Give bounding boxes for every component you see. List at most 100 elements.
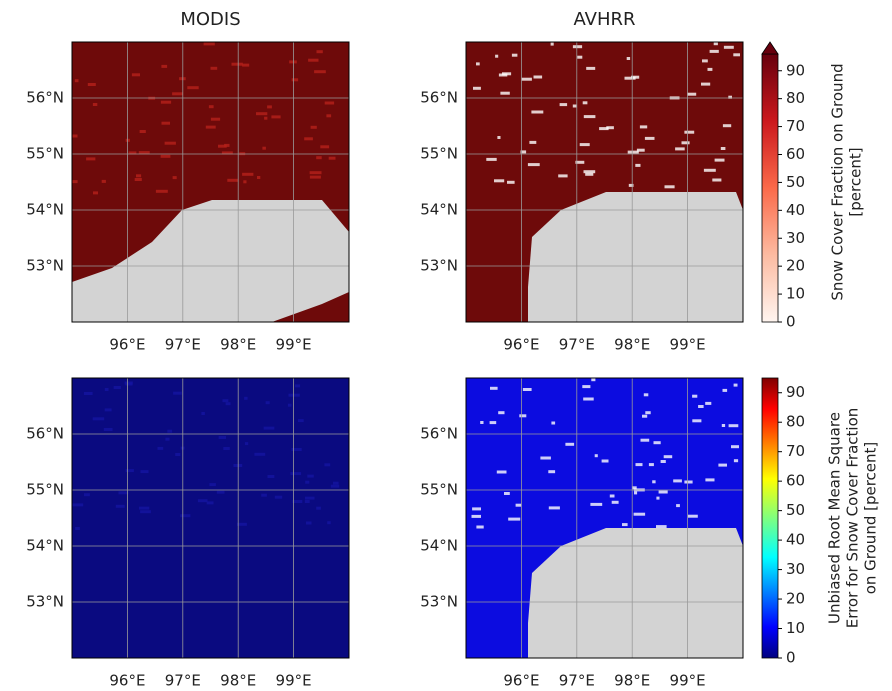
speckle: [205, 125, 216, 129]
speckle: [684, 130, 695, 134]
map-panel: 56°N 55°N 54°N 53°N 96°E 97°E 98°E 99°E MODIS: [26, 9, 350, 354]
map-background: [72, 378, 349, 658]
speckle: [675, 147, 685, 151]
speckle: [139, 506, 150, 510]
speckle: [656, 525, 667, 529]
speckle: [330, 484, 340, 488]
speckle: [471, 514, 481, 518]
speckle: [692, 394, 698, 398]
speckle: [218, 436, 226, 439]
speckle: [548, 506, 560, 510]
speckle: [203, 42, 215, 46]
speckle: [601, 459, 609, 463]
speckle: [86, 157, 96, 161]
speckle: [476, 525, 484, 529]
speckle: [599, 127, 609, 131]
speckle: [223, 447, 230, 450]
speckle: [298, 419, 304, 423]
speckle: [548, 470, 556, 474]
speckle: [498, 73, 508, 77]
colorbar-tick-label: 90: [786, 383, 805, 401]
speckle: [83, 392, 93, 395]
speckle: [222, 399, 229, 403]
speckle: [504, 492, 510, 495]
speckle: [585, 172, 594, 176]
lat-tick-label: 55°N: [420, 481, 458, 499]
speckle: [324, 101, 335, 105]
colorbar-tick-label: 80: [786, 413, 805, 431]
speckle: [624, 76, 636, 80]
speckle: [304, 500, 310, 503]
speckle: [692, 419, 702, 423]
speckle: [722, 124, 732, 128]
speckle: [707, 67, 713, 71]
speckle: [728, 424, 739, 428]
speckle: [583, 115, 596, 119]
speckle: [648, 463, 654, 467]
colorbar-tick-label: 60: [786, 145, 805, 163]
speckle: [326, 114, 332, 118]
colorbar-tick-label: 20: [786, 257, 805, 275]
lon-tick-label: 97°E: [165, 672, 201, 690]
speckle: [572, 45, 583, 49]
speckle: [656, 496, 660, 500]
lat-tick-label: 54°N: [26, 537, 64, 555]
no-data-region: [528, 192, 743, 322]
speckle: [134, 178, 142, 181]
lon-tick-label: 99°E: [276, 336, 312, 354]
speckle: [160, 154, 171, 158]
speckle: [631, 75, 640, 79]
lon-tick-label: 96°E: [109, 672, 145, 690]
lon-tick-label: 97°E: [559, 336, 595, 354]
speckle: [653, 441, 661, 445]
speckle: [496, 470, 507, 474]
speckle: [586, 66, 596, 70]
speckle: [291, 78, 299, 82]
speckle: [714, 158, 725, 162]
lon-tick-label: 99°E: [276, 672, 312, 690]
speckle: [472, 507, 481, 511]
speckle: [221, 151, 233, 155]
speckle: [305, 496, 315, 500]
speckle: [733, 383, 738, 387]
lat-tick-label: 56°N: [420, 425, 458, 443]
lat-tick-label: 55°N: [420, 145, 458, 163]
speckle: [575, 160, 585, 164]
speckle: [709, 49, 719, 53]
speckle: [262, 146, 266, 150]
speckle: [632, 486, 637, 490]
colorbar-tick-label: 10: [786, 619, 805, 637]
speckle: [104, 408, 112, 412]
speckle: [490, 386, 498, 390]
speckle: [104, 388, 109, 391]
speckle: [489, 421, 497, 425]
speckle: [172, 176, 177, 180]
speckle: [676, 504, 680, 508]
colorbar-tick-label: 70: [786, 117, 805, 135]
speckle: [591, 378, 596, 382]
speckle: [565, 442, 575, 446]
speckle: [611, 500, 619, 504]
speckle: [645, 411, 651, 415]
speckle: [231, 62, 243, 66]
speckle: [316, 50, 323, 54]
speckle: [243, 180, 247, 184]
speckle: [673, 479, 682, 483]
speckle: [511, 53, 518, 57]
no-data-region: [72, 200, 349, 322]
speckle: [271, 115, 281, 119]
speckle: [75, 527, 80, 530]
lon-tick-label: 96°E: [503, 336, 539, 354]
speckle: [87, 83, 96, 86]
speckle: [264, 116, 268, 120]
speckle: [521, 77, 532, 81]
speckle: [720, 147, 726, 150]
speckle: [733, 459, 739, 463]
lon-tick-label: 98°E: [220, 336, 256, 354]
speckle: [310, 125, 317, 129]
speckle: [291, 448, 302, 451]
speckle: [723, 45, 734, 49]
speckle: [527, 163, 540, 167]
speckle: [124, 381, 133, 385]
speckle: [92, 417, 105, 421]
